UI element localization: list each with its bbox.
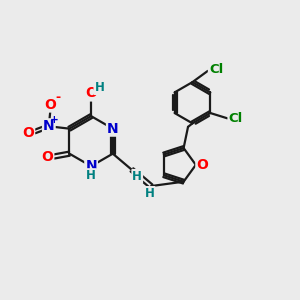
Text: H: H: [132, 170, 142, 183]
Text: Cl: Cl: [209, 63, 223, 76]
Text: O: O: [196, 158, 208, 172]
Text: O: O: [85, 86, 97, 100]
Text: O: O: [22, 126, 34, 140]
Text: N: N: [85, 159, 97, 173]
Text: O: O: [44, 98, 56, 112]
Text: H: H: [145, 187, 154, 200]
Text: N: N: [107, 122, 118, 136]
Text: H: H: [86, 169, 96, 182]
Text: Cl: Cl: [229, 112, 243, 125]
Text: -: -: [55, 91, 60, 104]
Text: N: N: [43, 119, 55, 133]
Text: H: H: [94, 81, 104, 94]
Text: +: +: [50, 116, 58, 125]
Text: O: O: [41, 150, 53, 164]
